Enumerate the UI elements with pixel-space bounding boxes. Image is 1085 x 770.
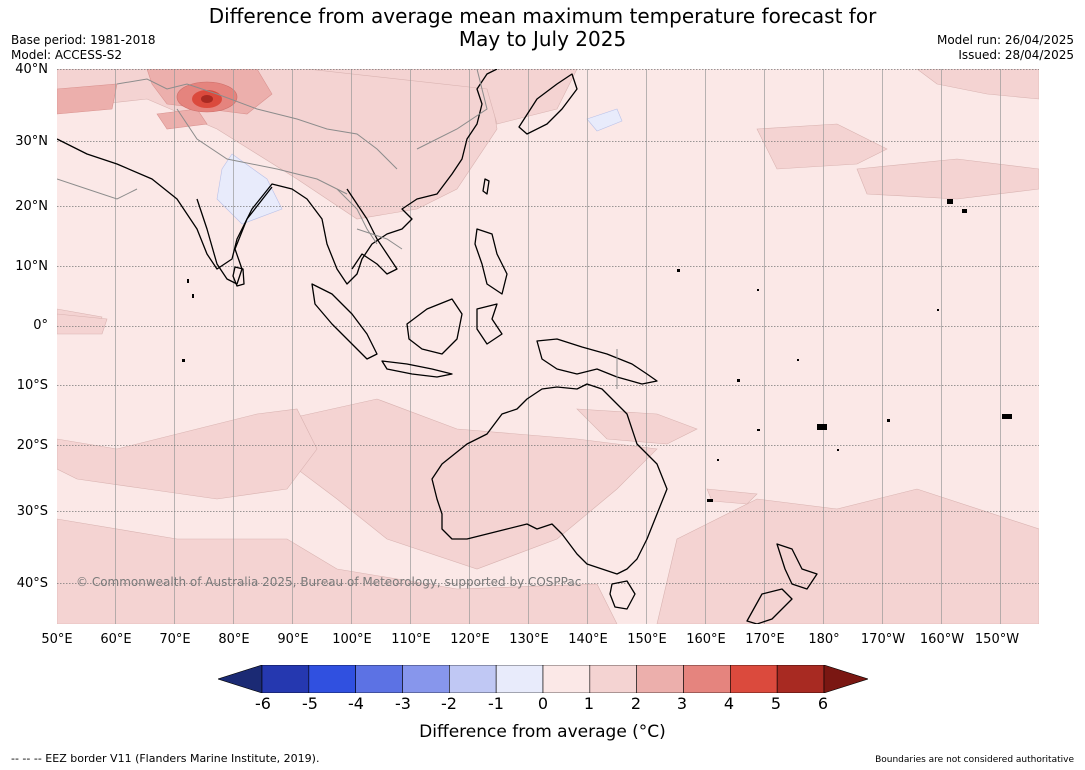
- colorbar-swatch: [261, 664, 310, 694]
- lat-label-40n: 40°N: [15, 62, 48, 77]
- colorbar-tick-1: 1: [583, 694, 595, 713]
- colorbar-extension-high: [823, 664, 869, 694]
- australia-coastline: [431, 383, 668, 575]
- lat-label-20s: 20°S: [16, 438, 48, 453]
- colorbar-tick-5: 5: [770, 694, 782, 713]
- colorbar-swatch: [308, 664, 356, 694]
- taiwan-coastline: [482, 178, 490, 195]
- colorbar-swatch: [449, 664, 497, 694]
- copyright-text: © Commonwealth of Australia 2025, Bureau…: [76, 575, 581, 589]
- colorbar-title: Difference from average (°C): [419, 722, 666, 742]
- colorbar-swatch: [542, 664, 591, 694]
- new-zealand-south-coastline: [746, 588, 793, 624]
- colorbar-tick-minus5: -5: [302, 694, 318, 713]
- colorbar-tick-0: 0: [537, 694, 549, 713]
- lon-label-180: 180°: [808, 632, 840, 647]
- anomaly-zone-1to2: [57, 69, 1039, 624]
- colorbar-tick-minus1: -1: [488, 694, 504, 713]
- sulawesi-coastline: [476, 303, 503, 345]
- lon-label-110e: 110°E: [391, 632, 431, 647]
- eez-border-note: -- -- -- EEZ border V11 (Flanders Marine…: [11, 752, 320, 765]
- lon-label-70e: 70°E: [159, 632, 191, 647]
- longitude-gridlines: [115, 69, 1001, 624]
- colorbar-tick-minus3: -3: [395, 694, 411, 713]
- colorbar-swatch: [683, 664, 731, 694]
- model-run-text: Model run: 26/04/2025: [936, 33, 1074, 47]
- colorbar-tick-4: 4: [723, 694, 735, 713]
- model-text: Model: ACCESS-S2: [11, 48, 123, 62]
- colorbar: [217, 664, 869, 694]
- colorbar-swatch: [636, 664, 684, 694]
- colorbar-svg: [217, 664, 869, 694]
- map-panel: © Commonwealth of Australia 2025, Bureau…: [57, 69, 1039, 624]
- colorbar-swatch: [776, 664, 825, 694]
- colorbar-swatch: [355, 664, 403, 694]
- colorbar-tick-2: 2: [630, 694, 642, 713]
- meta-left: Base period: 1981-2018 Model: ACCESS-S2: [11, 33, 156, 63]
- colorbar-tick-6: 6: [817, 694, 829, 713]
- japan-coastline: [518, 73, 578, 135]
- borneo-coastline: [406, 298, 463, 355]
- asia-mainland-coastline: [57, 69, 498, 285]
- meta-right: Model run: 26/04/2025 Issued: 28/04/2025: [937, 33, 1074, 63]
- lon-label-50e: 50°E: [41, 632, 73, 647]
- map-title-line2: May to July 2025: [458, 27, 627, 51]
- lat-label-30s: 30°S: [16, 504, 48, 519]
- lat-label-20n: 20°N: [15, 199, 48, 214]
- lon-label-170w: 170°W: [860, 632, 906, 647]
- base-period-text: Base period: 1981-2018: [11, 33, 156, 47]
- new-guinea-coastline: [536, 338, 658, 385]
- boundaries-disclaimer: Boundaries are not considered authoritat…: [875, 755, 1074, 765]
- sumatra-coastline: [311, 283, 378, 360]
- lon-label-160e: 160°E: [686, 632, 726, 647]
- colorbar-tick-minus4: -4: [348, 694, 364, 713]
- colorbar-extension-low: [217, 664, 263, 694]
- new-zealand-north-coastline: [776, 543, 818, 590]
- lon-label-150e: 150°E: [627, 632, 667, 647]
- colorbar-tick-minus6: -6: [255, 694, 271, 713]
- colorbar-swatch: [402, 664, 450, 694]
- colorbar-tick-3: 3: [676, 694, 688, 713]
- lon-label-160w: 160°W: [919, 632, 965, 647]
- colorbar-swatch: [730, 664, 778, 694]
- lat-label-0: 0°: [33, 318, 48, 333]
- country-borders: [57, 69, 618, 389]
- lon-label-100e: 100°E: [332, 632, 372, 647]
- indochina-coastline: [346, 188, 398, 275]
- lon-label-120e: 120°E: [450, 632, 490, 647]
- lat-label-40s: 40°S: [16, 576, 48, 591]
- anomaly-zone-5to6: [201, 95, 213, 103]
- map-svg: © Commonwealth of Australia 2025, Bureau…: [57, 69, 1039, 624]
- lat-label-30n: 30°N: [15, 134, 48, 149]
- philippines-coastline: [474, 228, 508, 295]
- sri-lanka-coastline: [232, 266, 245, 287]
- lon-label-60e: 60°E: [100, 632, 132, 647]
- tasmania-coastline: [609, 580, 636, 610]
- lon-label-90e: 90°E: [277, 632, 309, 647]
- colorbar-tick-minus2: -2: [441, 694, 457, 713]
- issued-text: Issued: 28/04/2025: [958, 48, 1074, 62]
- map-title-line1: Difference from average mean maximum tem…: [208, 4, 877, 28]
- java-coastline: [381, 360, 453, 378]
- pacific-islands: [182, 199, 1012, 502]
- colorbar-swatch: [589, 664, 637, 694]
- lon-label-80e: 80°E: [218, 632, 250, 647]
- lon-label-130e: 130°E: [509, 632, 549, 647]
- lat-label-10s: 10°S: [16, 378, 48, 393]
- india-coastline: [196, 186, 273, 285]
- colorbar-swatch: [495, 664, 544, 694]
- lat-label-10n: 10°N: [15, 259, 48, 274]
- lon-label-170e: 170°E: [745, 632, 785, 647]
- lon-label-140e: 140°E: [568, 632, 608, 647]
- lon-label-150w: 150°W: [974, 632, 1020, 647]
- coastlines: [57, 69, 818, 624]
